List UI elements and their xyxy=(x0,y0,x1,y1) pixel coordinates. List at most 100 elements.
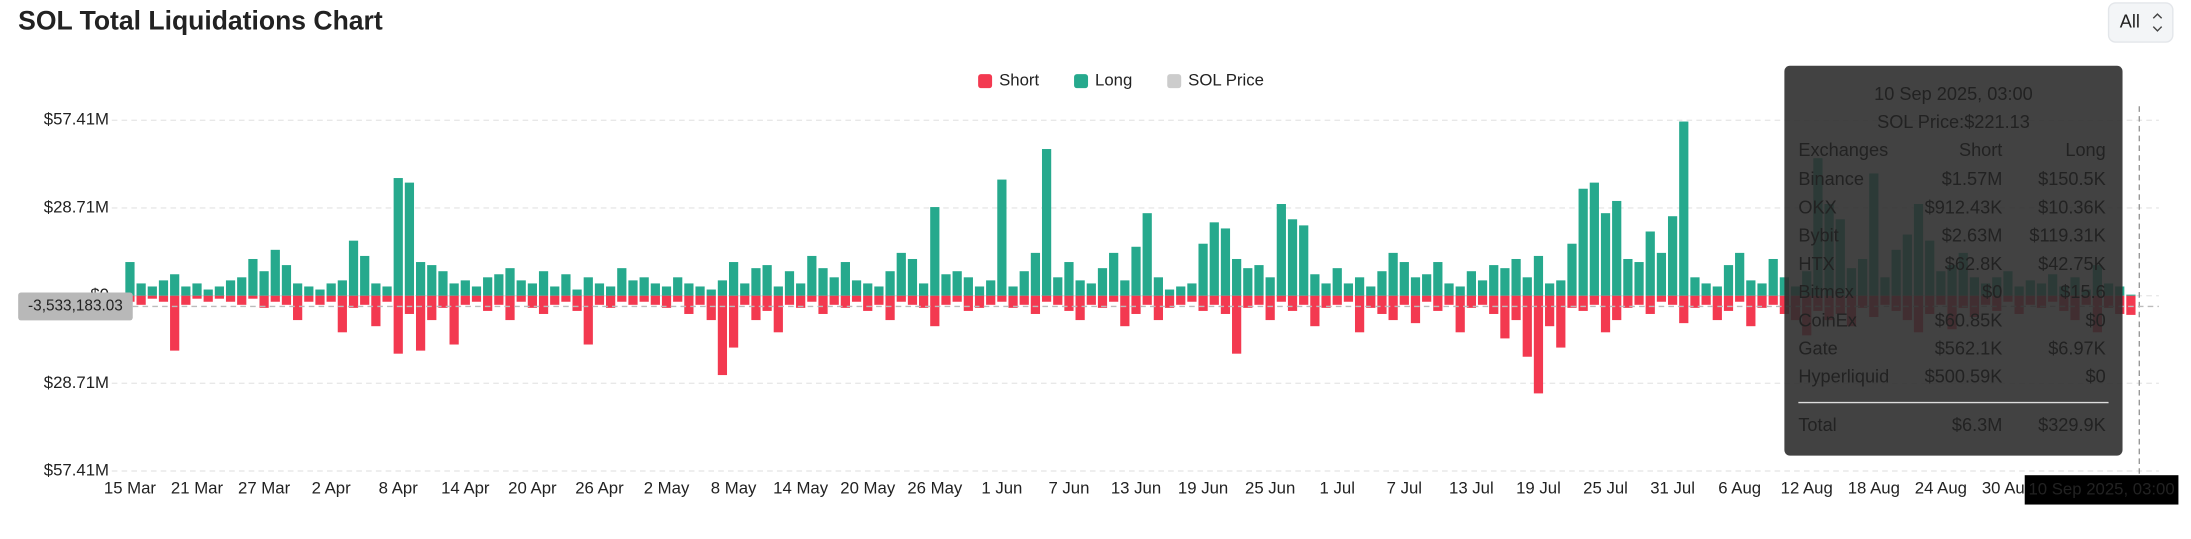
legend-swatch[interactable] xyxy=(1074,74,1089,89)
bar xyxy=(1377,295,1387,314)
bar xyxy=(1064,262,1074,296)
bar xyxy=(449,295,459,345)
bar xyxy=(941,295,951,305)
tooltip-row: $2.63M xyxy=(1942,226,2003,246)
bar xyxy=(1019,295,1029,305)
bar xyxy=(147,295,157,299)
x-tick-label: 24 Aug xyxy=(1915,479,1967,498)
bar xyxy=(572,289,582,296)
bar xyxy=(773,295,783,333)
bar xyxy=(986,295,996,305)
bar xyxy=(885,271,895,296)
tooltip-row: Bitmex xyxy=(1798,282,1854,302)
bar xyxy=(1131,246,1141,296)
bar xyxy=(1556,295,1566,348)
bar xyxy=(1466,271,1476,296)
bar xyxy=(538,271,549,296)
bar xyxy=(1243,268,1253,296)
x-tick-label: 20 May xyxy=(840,479,896,498)
bar xyxy=(1656,252,1667,296)
x-tick-label: 26 May xyxy=(907,479,963,498)
bar xyxy=(471,286,482,296)
x-tick-label: 2 Apr xyxy=(312,479,352,498)
legend-label[interactable]: SOL Price xyxy=(1188,71,1264,90)
bar xyxy=(751,295,761,321)
bar xyxy=(1388,252,1398,296)
bar xyxy=(527,295,537,308)
bar xyxy=(1701,283,1711,296)
bar xyxy=(214,286,224,296)
tooltip-row: $10.36K xyxy=(2038,197,2106,217)
bar xyxy=(1477,295,1488,305)
legend-label[interactable]: Long xyxy=(1095,71,1132,90)
x-tick-label: 15 Mar xyxy=(104,479,157,498)
bar xyxy=(851,295,862,302)
bar xyxy=(2126,294,2136,296)
bar xyxy=(270,249,280,296)
bar xyxy=(628,295,638,305)
x-tick-label: 13 Jul xyxy=(1449,479,1494,498)
bar xyxy=(1533,295,1544,394)
bar xyxy=(1545,295,1555,327)
bar xyxy=(796,283,806,296)
bar xyxy=(438,295,448,308)
bar xyxy=(1679,295,1689,324)
x-tick-label: 25 Jul xyxy=(1583,479,1628,498)
bar xyxy=(974,286,985,296)
bar xyxy=(1455,295,1465,333)
legend-swatch[interactable] xyxy=(978,74,993,89)
bar xyxy=(550,295,560,305)
bar xyxy=(673,295,683,302)
bar xyxy=(304,286,314,296)
bar xyxy=(1410,277,1421,296)
bar xyxy=(1500,268,1510,296)
bar xyxy=(1589,295,1599,305)
legend-label[interactable]: Short xyxy=(999,71,1039,90)
bar xyxy=(606,295,616,308)
tooltip-header: Exchanges xyxy=(1798,140,1888,160)
bar xyxy=(371,295,381,327)
range-select[interactable]: All xyxy=(2107,2,2174,43)
select-box[interactable] xyxy=(2107,2,2174,43)
bar xyxy=(1779,295,1789,314)
legend-swatch[interactable] xyxy=(1167,74,1182,89)
bar xyxy=(941,274,951,296)
bar xyxy=(952,271,962,296)
tooltip-row: $119.31K xyxy=(2029,226,2105,246)
bar xyxy=(1444,295,1454,305)
bar xyxy=(1008,286,1018,296)
bar xyxy=(639,295,649,302)
bar xyxy=(1690,295,1700,308)
bar xyxy=(505,268,515,296)
bar xyxy=(1735,295,1745,302)
bar xyxy=(181,286,191,296)
bar xyxy=(1075,280,1085,296)
select-value[interactable]: All xyxy=(2120,11,2140,31)
y-tick-label: $57.41M xyxy=(44,110,109,129)
bar xyxy=(505,295,515,321)
bar xyxy=(1075,295,1085,321)
bar xyxy=(516,280,526,296)
bar xyxy=(1522,277,1532,296)
tooltip-row: $562.1K xyxy=(1935,339,2003,359)
bar xyxy=(717,295,728,376)
bar xyxy=(438,271,448,296)
tooltip-price: SOL Price:$221.13 xyxy=(1877,112,2030,132)
bar xyxy=(248,295,258,299)
bar xyxy=(1120,280,1130,296)
bar xyxy=(1701,295,1711,305)
x-tick-label: 19 Jul xyxy=(1516,479,1561,498)
bar xyxy=(1030,252,1041,296)
bar xyxy=(661,286,672,296)
x-tick-label: 8 May xyxy=(711,479,757,498)
bar xyxy=(1567,243,1577,296)
bar xyxy=(1243,295,1253,308)
bar xyxy=(315,295,325,305)
x-tick-label: 13 Jun xyxy=(1111,479,1161,498)
chart-title: SOL Total Liquidations Chart xyxy=(18,5,383,35)
bar xyxy=(1422,274,1432,296)
x-tick-label: 14 May xyxy=(773,479,829,498)
bar xyxy=(1455,286,1465,296)
bar xyxy=(919,295,929,308)
bar xyxy=(1578,295,1588,311)
